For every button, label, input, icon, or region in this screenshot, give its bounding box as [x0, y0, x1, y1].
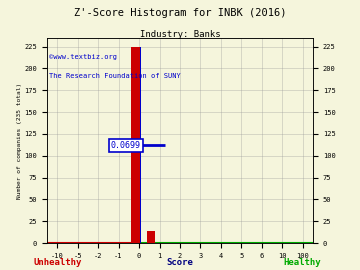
Y-axis label: Number of companies (235 total): Number of companies (235 total): [17, 82, 22, 198]
Bar: [147, 231, 155, 243]
Text: Score: Score: [167, 258, 193, 267]
Bar: [140, 46, 141, 243]
Text: Unhealthy: Unhealthy: [33, 258, 82, 267]
Text: ©www.textbiz.org: ©www.textbiz.org: [49, 54, 117, 60]
Text: Z'-Score Histogram for INBK (2016): Z'-Score Histogram for INBK (2016): [74, 8, 286, 18]
Text: Healthy: Healthy: [284, 258, 321, 267]
Bar: [131, 46, 140, 243]
Text: The Research Foundation of SUNY: The Research Foundation of SUNY: [49, 73, 181, 79]
Text: Industry: Banks: Industry: Banks: [140, 30, 220, 39]
Text: 0.0699: 0.0699: [111, 141, 141, 150]
